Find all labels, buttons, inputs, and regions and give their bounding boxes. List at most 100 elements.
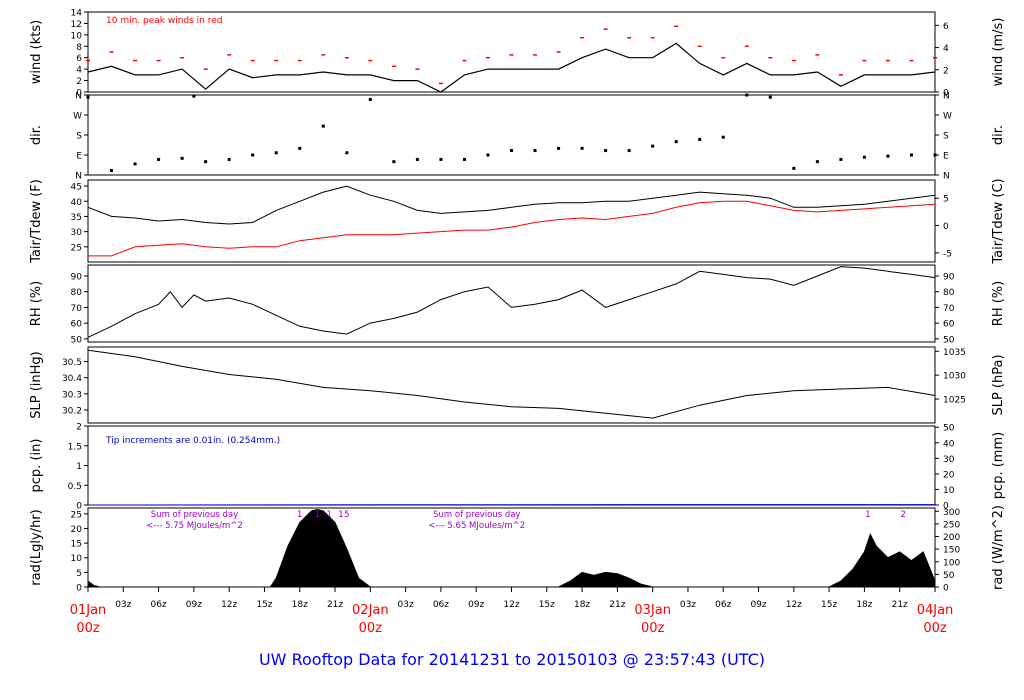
direction-point bbox=[133, 162, 137, 166]
y-axis-label-right: SLP (hPa) bbox=[991, 354, 1006, 415]
direction-point bbox=[557, 146, 561, 150]
y-axis-label-right: dir. bbox=[991, 125, 1006, 145]
direction-point bbox=[192, 94, 196, 98]
y-tick-label: 30.3 bbox=[62, 390, 82, 400]
y-axis-label-right: wind (m/s) bbox=[991, 18, 1006, 87]
direction-point bbox=[227, 157, 231, 161]
y-tick-label-right: 1035 bbox=[943, 348, 966, 358]
y-tick-label: 0 bbox=[76, 502, 82, 512]
y-tick-label-right: 80 bbox=[943, 288, 955, 298]
direction-point bbox=[392, 160, 396, 164]
direction-point bbox=[462, 157, 466, 161]
y-axis-label: SLP (inHg) bbox=[29, 351, 44, 419]
y-tick-label: 35 bbox=[71, 213, 82, 223]
y-tick-label: 4 bbox=[76, 66, 82, 76]
y-tick-label: W bbox=[73, 112, 82, 122]
radiation-marker: 1 bbox=[865, 510, 870, 520]
x-tick-label: 18z bbox=[292, 600, 308, 610]
x-tick-label: 06z bbox=[715, 600, 731, 610]
y-tick-label-right: N bbox=[943, 172, 950, 182]
x-tick-label: 12z bbox=[221, 600, 237, 610]
y-tick-label-right: 0 bbox=[943, 584, 949, 594]
y-tick-label: 15 bbox=[71, 540, 82, 550]
y-tick-label-right: N bbox=[943, 92, 950, 102]
radiation-area bbox=[87, 508, 936, 588]
radiation-marker: 2 bbox=[901, 510, 906, 520]
footer-title: UW Rooftop Data for 20141231 to 20150103… bbox=[258, 650, 766, 669]
direction-point bbox=[274, 151, 278, 155]
x-tick-label: 06z bbox=[150, 600, 166, 610]
direction-point bbox=[792, 166, 796, 170]
x-tick-label: 09z bbox=[468, 600, 484, 610]
temp-series-tair bbox=[87, 185, 936, 225]
y-tick-label-right: 6 bbox=[943, 22, 949, 32]
radiation-marker: 5 bbox=[344, 510, 349, 520]
y-tick-label-right: 1025 bbox=[943, 396, 966, 406]
x-tick-label: 18z bbox=[856, 600, 872, 610]
x-hour-label: 00z bbox=[641, 621, 665, 636]
direction-point bbox=[486, 153, 490, 157]
y-tick-label-right: 2 bbox=[943, 66, 949, 76]
radiation-marker: 1 bbox=[326, 510, 331, 520]
y-tick-label-right: -5 bbox=[943, 249, 952, 259]
y-tick-label-right: 90 bbox=[943, 273, 955, 283]
direction-point bbox=[933, 153, 937, 157]
radiation-marker: 1 bbox=[338, 510, 343, 520]
x-date-label: 04Jan bbox=[917, 603, 954, 618]
wind-line bbox=[87, 42, 936, 93]
x-date-label: 03Jan bbox=[634, 603, 671, 618]
rh-line bbox=[87, 266, 936, 338]
direction-point bbox=[533, 149, 537, 153]
y-axis-label-right: rad (W/m^2) bbox=[991, 505, 1006, 590]
direction-point bbox=[110, 169, 114, 173]
radiation-marker: 1 bbox=[297, 510, 302, 520]
direction-point bbox=[627, 149, 631, 153]
y-tick-label: 12 bbox=[71, 20, 82, 30]
direction-point bbox=[886, 154, 890, 158]
y-tick-label: 0 bbox=[76, 89, 82, 99]
temp-series-tdew bbox=[88, 200, 936, 257]
y-tick-label-right: 0 bbox=[943, 89, 949, 99]
x-hour-label: 00z bbox=[76, 621, 100, 636]
y-tick-label: 10 bbox=[71, 554, 83, 564]
x-tick-label: 15z bbox=[821, 600, 837, 610]
direction-point bbox=[815, 160, 819, 164]
y-tick-label: 50 bbox=[71, 335, 83, 345]
radiation-sum-label: Sum of previous day bbox=[433, 510, 520, 520]
direction-point bbox=[345, 151, 349, 155]
x-date-label: 02Jan bbox=[352, 603, 389, 618]
y-axis-label: dir. bbox=[29, 125, 44, 145]
y-tick-label-right: S bbox=[943, 132, 949, 142]
direction-point bbox=[180, 156, 184, 160]
direction-point bbox=[204, 160, 208, 164]
y-tick-label-right: 250 bbox=[943, 520, 960, 530]
y-tick-label: 80 bbox=[71, 288, 83, 298]
direction-point bbox=[909, 153, 913, 157]
y-tick-label-right: 100 bbox=[943, 558, 960, 568]
direction-point bbox=[839, 157, 843, 161]
y-tick-label: 8 bbox=[76, 43, 82, 53]
y-tick-label: 70 bbox=[71, 304, 83, 314]
y-tick-label-right: 60 bbox=[943, 320, 955, 330]
y-tick-label-right: 50 bbox=[943, 571, 955, 581]
x-tick-label: 21z bbox=[327, 600, 343, 610]
x-tick-label: 18z bbox=[574, 600, 590, 610]
y-tick-label-right: 4 bbox=[943, 44, 949, 54]
x-tick-label: 06z bbox=[433, 600, 449, 610]
y-tick-label: 1 bbox=[76, 462, 82, 472]
y-tick-label: 0.5 bbox=[68, 482, 82, 492]
y-tick-label-right: W bbox=[943, 112, 952, 122]
radiation-sum-label: Sum of previous day bbox=[151, 510, 238, 520]
y-tick-label-right: 50 bbox=[943, 424, 955, 434]
y-tick-label: 30.2 bbox=[62, 407, 82, 417]
direction-point bbox=[321, 124, 325, 128]
y-tick-label: 45 bbox=[71, 183, 82, 193]
y-tick-label: 25 bbox=[71, 243, 82, 253]
y-tick-label-right: 50 bbox=[943, 335, 955, 345]
direction-point bbox=[439, 157, 443, 161]
x-tick-label: 21z bbox=[892, 600, 908, 610]
y-tick-label-right: E bbox=[943, 152, 949, 162]
y-axis-label: Tair/Tdew (F) bbox=[29, 179, 44, 264]
y-tick-label: 10 bbox=[71, 31, 83, 41]
